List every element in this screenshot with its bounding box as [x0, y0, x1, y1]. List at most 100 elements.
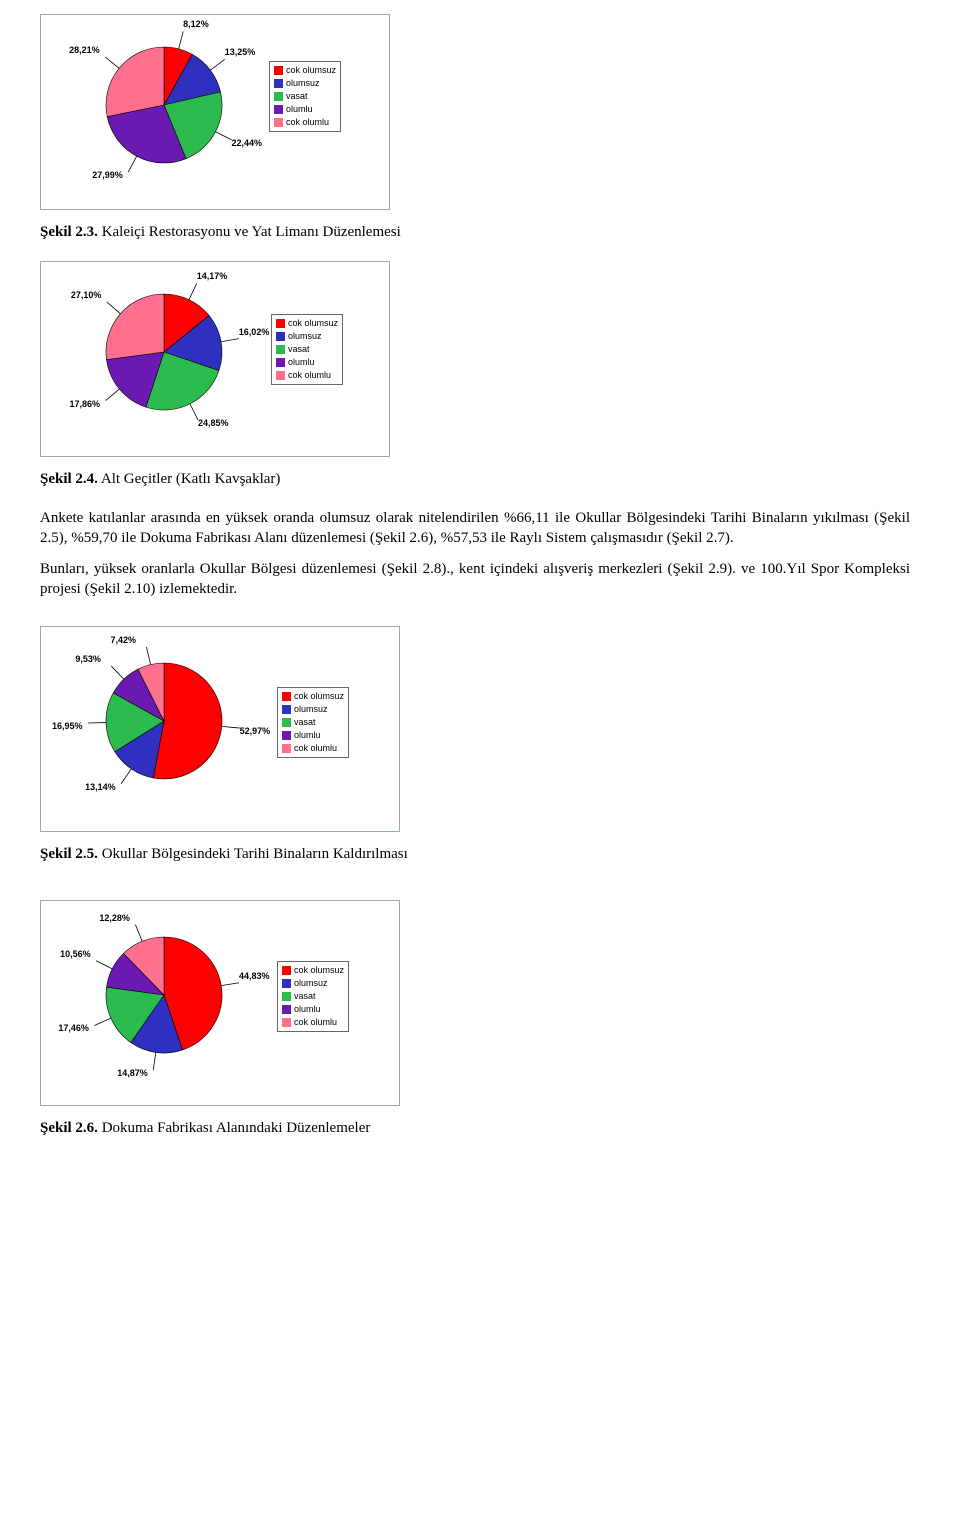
legend-swatch — [282, 1005, 291, 1014]
slice-label: 7,42% — [110, 635, 136, 645]
slice-label: 28,21% — [69, 45, 100, 55]
caption-2-3-num: Şekil 2.3. — [40, 224, 98, 240]
slice-label: 8,12% — [183, 19, 209, 29]
legend-row: cok olumlu — [276, 369, 338, 382]
legend-label: cok olumsuz — [288, 317, 338, 330]
legend-swatch — [276, 358, 285, 367]
pie-chart-2-3: 8,12%13,25%22,44%27,99%28,21%cok olumsuz… — [49, 23, 379, 193]
legend-swatch — [274, 118, 283, 127]
legend-label: cok olumlu — [294, 1016, 337, 1029]
slice-label: 27,99% — [92, 170, 123, 180]
legend-row: vasat — [274, 90, 336, 103]
caption-2-5: Şekil 2.5. Okullar Bölgesindeki Tarihi B… — [40, 846, 920, 863]
slice-label: 14,87% — [117, 1068, 148, 1078]
legend-swatch — [274, 79, 283, 88]
caption-2-4-text: Alt Geçitler (Katlı Kavşaklar) — [101, 471, 281, 487]
legend-label: vasat — [288, 343, 310, 356]
figure-2-6: 44,83%14,87%17,46%10,56%12,28%cok olumsu… — [40, 900, 400, 1106]
legend-row: cok olumlu — [282, 1016, 344, 1029]
slice-label: 22,44% — [232, 138, 263, 148]
slice-label: 16,95% — [52, 721, 83, 731]
caption-2-5-num: Şekil 2.5. — [40, 846, 98, 862]
caption-2-6-num: Şekil 2.6. — [40, 1120, 98, 1136]
legend-swatch — [276, 371, 285, 380]
legend-swatch — [282, 692, 291, 701]
legend-row: vasat — [282, 716, 344, 729]
legend-row: cok olumlu — [282, 742, 344, 755]
caption-2-5-text: Okullar Bölgesindeki Tarihi Binaların Ka… — [102, 846, 408, 862]
figure-2-3: 8,12% 13,25% 22,44% 27,99% 28,21% cok olumsuz… — [40, 14, 390, 210]
slice-label: 9,53% — [75, 654, 101, 664]
slice-label: 13,25% — [225, 47, 256, 57]
slice-label: 14,17% — [197, 271, 228, 281]
legend-label: cok olumsuz — [286, 64, 336, 77]
slice-label: 16,02% — [239, 327, 270, 337]
legend-swatch — [282, 718, 291, 727]
legend-swatch — [282, 705, 291, 714]
legend-label: cok olumlu — [286, 116, 329, 129]
pie-chart-2-6: 44,83%14,87%17,46%10,56%12,28%cok olumsu… — [49, 909, 379, 1089]
legend-row: olumsuz — [282, 703, 344, 716]
legend-row: cok olumsuz — [276, 317, 338, 330]
chart-legend: cok olumsuzolumsuzvasatolumlucok olumlu — [277, 687, 349, 758]
legend-row: olumlu — [276, 356, 338, 369]
legend-swatch — [282, 979, 291, 988]
caption-2-4-num: Şekil 2.4. — [40, 471, 98, 487]
legend-swatch — [274, 66, 283, 75]
legend-row: vasat — [276, 343, 338, 356]
chart-legend: cok olumsuzolumsuzvasatolumlucok olumlu — [271, 314, 343, 385]
legend-label: olumlu — [294, 1003, 321, 1016]
legend-swatch — [282, 966, 291, 975]
legend-swatch — [276, 345, 285, 354]
legend-swatch — [282, 731, 291, 740]
caption-2-6: Şekil 2.6. Dokuma Fabrikası Alanındaki D… — [40, 1120, 920, 1137]
caption-2-6-text: Dokuma Fabrikası Alanındaki Düzenlemeler — [102, 1120, 371, 1136]
legend-swatch — [274, 92, 283, 101]
legend-label: olumsuz — [286, 77, 320, 90]
legend-label: vasat — [294, 990, 316, 1003]
figure-2-4: 14,17% 16,02% 24,85% 17,86% 27,10% cok olumsu… — [40, 261, 390, 457]
caption-2-3-text: Kaleiçi Restorasyonu ve Yat Limanı Düzen… — [102, 224, 401, 240]
body-paragraph-1: Ankete katılanlar arasında en yüksek ora… — [40, 508, 910, 549]
slice-label: 12,28% — [99, 913, 130, 923]
caption-2-3: Şekil 2.3. Kaleiçi Restorasyonu ve Yat L… — [40, 224, 920, 241]
pie-slice — [106, 294, 164, 360]
slice-label: 13,14% — [85, 782, 116, 792]
legend-row: cok olumsuz — [282, 964, 344, 977]
legend-label: cok olumlu — [288, 369, 331, 382]
figure-2-5: 52,97%13,14%16,95%9,53%7,42%cok olumsuzo… — [40, 626, 400, 832]
legend-swatch — [276, 319, 285, 328]
legend-swatch — [282, 744, 291, 753]
legend-label: cok olumlu — [294, 742, 337, 755]
legend-label: cok olumsuz — [294, 964, 344, 977]
legend-row: olumsuz — [274, 77, 336, 90]
legend-row: cok olumlu — [274, 116, 336, 129]
slice-label: 10,56% — [60, 949, 91, 959]
legend-swatch — [276, 332, 285, 341]
legend-label: olumlu — [286, 103, 313, 116]
pie-chart-2-5: 52,97%13,14%16,95%9,53%7,42%cok olumsuzo… — [49, 635, 379, 815]
caption-2-4: Şekil 2.4. Alt Geçitler (Katlı Kavşaklar… — [40, 471, 920, 488]
legend-row: olumlu — [282, 729, 344, 742]
chart-legend: cok olumsuzolumsuzvasatolumlucok olumlu — [269, 61, 341, 132]
legend-label: olumsuz — [288, 330, 322, 343]
legend-row: olumlu — [282, 1003, 344, 1016]
legend-label: vasat — [294, 716, 316, 729]
legend-row: olumsuz — [282, 977, 344, 990]
pie-slice — [106, 47, 164, 117]
legend-row: olumsuz — [276, 330, 338, 343]
slice-label: 52,97% — [240, 726, 271, 736]
slice-label: 17,46% — [58, 1023, 89, 1033]
legend-label: olumlu — [288, 356, 315, 369]
legend-row: olumlu — [274, 103, 336, 116]
legend-label: olumsuz — [294, 977, 328, 990]
slice-label: 27,10% — [71, 290, 102, 300]
legend-row: cok olumsuz — [282, 690, 344, 703]
legend-label: olumlu — [294, 729, 321, 742]
slice-label: 17,86% — [70, 399, 101, 409]
legend-row: cok olumsuz — [274, 64, 336, 77]
legend-swatch — [282, 1018, 291, 1027]
legend-label: vasat — [286, 90, 308, 103]
legend-swatch — [274, 105, 283, 114]
slice-label: 24,85% — [198, 418, 229, 428]
